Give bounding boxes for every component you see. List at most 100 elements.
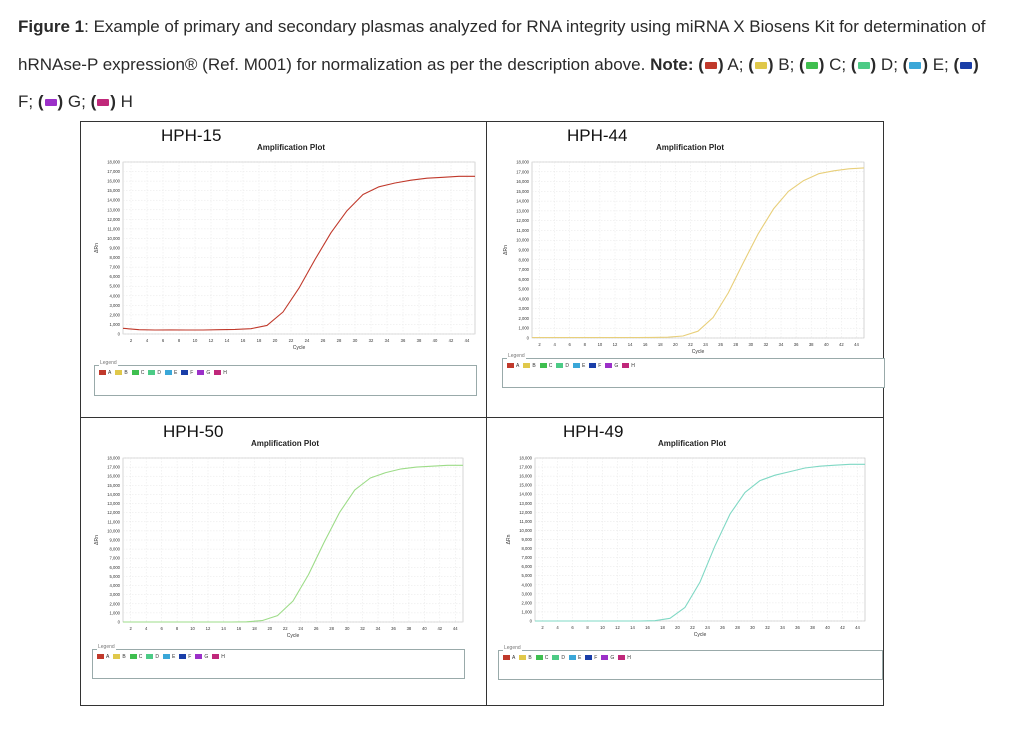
caption-legend-letter: F <box>18 92 29 111</box>
legend-swatch <box>601 655 609 661</box>
legend-title: Legend <box>503 645 522 651</box>
x-tick-label: 36 <box>794 342 799 347</box>
legend-swatch <box>115 370 123 376</box>
x-tick-label: 44 <box>854 342 859 347</box>
legend-label: H <box>631 363 635 369</box>
y-tick-label: 7,000 <box>519 267 530 272</box>
legend-title: Legend <box>507 353 526 359</box>
legend-label: G <box>610 655 615 661</box>
x-tick-label: 12 <box>206 626 211 631</box>
y-tick-label: 13,000 <box>516 208 529 213</box>
caption-legend-entry: () G; <box>37 92 91 111</box>
legend-swatch <box>552 655 560 661</box>
legend-box: Legend A B C D E F G H <box>502 353 885 388</box>
legend-label: D <box>561 655 565 661</box>
y-tick-label: 3,000 <box>519 306 530 311</box>
x-tick-label: 6 <box>571 625 574 630</box>
legend-item: G <box>195 654 208 660</box>
y-tick-label: 12,000 <box>516 218 529 223</box>
caption-legend-letter: B <box>773 54 790 74</box>
y-tick-label: 4,000 <box>519 296 530 301</box>
legend-label: H <box>221 654 225 660</box>
x-tick-label: 10 <box>600 625 605 630</box>
legend-swatch <box>164 370 172 376</box>
legend-row: A B C D E F G H <box>507 363 639 369</box>
y-tick-label: 2,000 <box>522 600 533 605</box>
x-tick-label: 2 <box>538 342 541 347</box>
x-axis-label: Cycle <box>293 345 306 351</box>
x-tick-label: 28 <box>733 342 738 347</box>
y-tick-label: 11,000 <box>108 519 121 524</box>
x-tick-label: 10 <box>598 342 603 347</box>
legend-swatch <box>519 655 527 661</box>
y-tick-label: 0 <box>118 620 121 625</box>
x-tick-label: 16 <box>237 626 242 631</box>
x-tick-label: 6 <box>160 626 163 631</box>
caption-legend-entry: () D; <box>850 54 903 74</box>
caption-legend-separator: ; <box>81 92 91 111</box>
x-tick-label: 24 <box>705 625 710 630</box>
legend-item: E <box>568 655 581 661</box>
x-tick-label: 10 <box>190 626 195 631</box>
caption-legend-swatch <box>704 61 717 69</box>
x-axis-label: Cycle <box>692 349 705 355</box>
x-tick-label: 36 <box>391 626 396 631</box>
y-tick-label: 12,000 <box>519 510 532 515</box>
amplification-plot: Amplification Plot 0 1,000 2,000 3,000 4,000 5… <box>503 143 865 355</box>
legend-label: E <box>173 370 178 376</box>
x-tick-label: 34 <box>780 625 785 630</box>
x-tick-label: 44 <box>453 626 458 631</box>
y-tick-label: 3,000 <box>522 591 533 596</box>
caption-legend-separator: ; <box>893 54 903 74</box>
legend-item: H <box>622 363 635 369</box>
caption-legend-entry: () A; <box>698 54 749 74</box>
legend-swatch <box>556 363 564 369</box>
y-tick-label: 8,000 <box>110 547 121 552</box>
y-axis-label: ΔRn <box>506 534 512 544</box>
y-tick-label: 14,000 <box>107 198 120 203</box>
caption-legend-swatch <box>805 61 818 69</box>
panel-title: HPH-15 <box>161 126 222 145</box>
x-tick-label: 14 <box>630 625 635 630</box>
legend-label: D <box>565 363 569 369</box>
y-tick-label: 1,000 <box>110 322 121 327</box>
chart-panel: HPH-49 Amplification Plot 0 1,000 2,000 3,000… <box>487 418 887 710</box>
y-tick-label: 18,000 <box>516 160 529 165</box>
x-tick-label: 26 <box>321 338 326 343</box>
legend-item: C <box>539 363 552 369</box>
y-axis-label: ΔRn <box>503 245 509 255</box>
caption-legend-letter: A <box>723 54 739 74</box>
legend-swatch <box>148 370 156 376</box>
y-tick-label: 3,000 <box>110 303 121 308</box>
caption-legend-swatch <box>909 61 922 69</box>
legend-title: Legend <box>97 644 116 650</box>
x-tick-label: 4 <box>553 342 556 347</box>
y-tick-label: 6,000 <box>110 565 121 570</box>
legend-label: G <box>204 654 209 660</box>
panel-divider-vertical <box>486 121 487 706</box>
legend-item: A <box>507 363 519 369</box>
legend-box: Legend A B C D E F G H <box>498 645 883 680</box>
legend-item: H <box>618 655 631 661</box>
legend-item: E <box>572 363 585 369</box>
y-tick-label: 8,000 <box>519 257 530 262</box>
x-tick-label: 42 <box>437 626 442 631</box>
legend-label: A <box>108 370 112 376</box>
y-tick-label: 14,000 <box>519 492 532 497</box>
y-tick-label: 0 <box>527 336 530 341</box>
legend-item: F <box>589 363 601 369</box>
y-tick-label: 10,000 <box>107 236 120 241</box>
x-tick-label: 6 <box>569 342 572 347</box>
legend-row: A B C D E F G H <box>503 655 635 661</box>
x-tick-label: 16 <box>645 625 650 630</box>
x-tick-label: 20 <box>273 338 278 343</box>
x-tick-label: 36 <box>401 338 406 343</box>
legend-item: E <box>164 370 178 376</box>
legend-item: A <box>97 654 109 660</box>
legend-swatch <box>539 363 547 369</box>
y-axis-label: ΔRn <box>94 535 100 545</box>
legend-item: C <box>129 654 142 660</box>
y-tick-label: 13,000 <box>519 501 532 506</box>
x-tick-label: 16 <box>241 338 246 343</box>
legend-swatch <box>197 370 205 376</box>
